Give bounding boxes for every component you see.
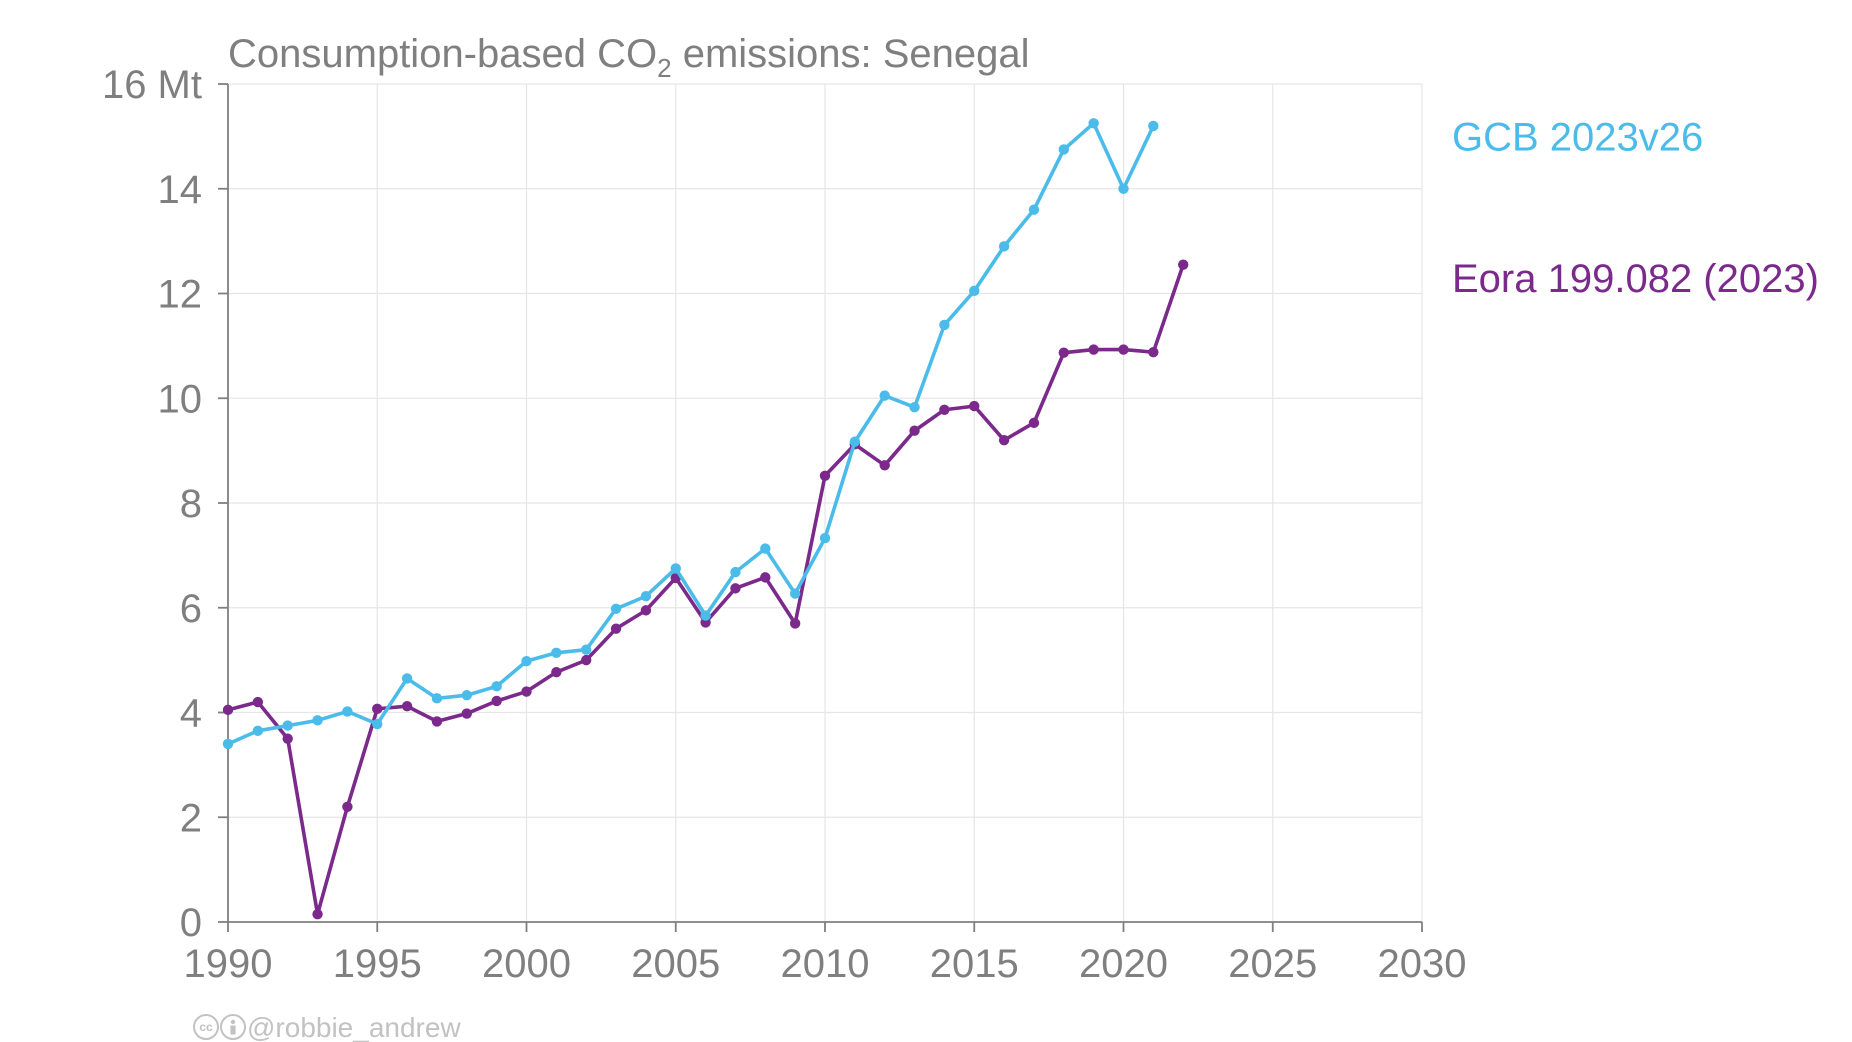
data-point-eora	[372, 703, 383, 715]
x-tick-label: 2025	[1228, 942, 1317, 986]
label-layer: 1990 1995 2000 2005 2010 2015 2020 2025 2030 0 2 4 6…	[102, 63, 1819, 986]
data-point-eora	[521, 686, 532, 697]
data-point-eora	[1058, 347, 1070, 358]
data-point-eora	[252, 696, 264, 708]
data-point-eora	[1148, 346, 1159, 358]
data-point-eora	[939, 404, 950, 415]
data-point-gcb	[312, 715, 323, 726]
x-tick-label: 2010	[781, 942, 870, 986]
legend-label-gcb: GCB 2023v26	[1452, 115, 1703, 159]
data-point-gcb	[640, 591, 652, 602]
chart-title-subscript: 2	[657, 53, 671, 83]
data-point-gcb	[461, 690, 472, 701]
y-tick-label: 16 Mt	[102, 63, 202, 107]
chart-title: Consumption-based CO2 emissions: Senegal	[228, 32, 1030, 83]
y-tick-label: 6	[180, 587, 202, 631]
y-tick-label: 10	[158, 377, 203, 421]
series-line-gcb	[226, 121, 1156, 746]
axis-layer	[218, 83, 1423, 932]
data-point-gcb	[939, 319, 950, 331]
data-point-eora	[222, 704, 234, 716]
legend-label-eora: Eora 199.082 (2023)	[1452, 257, 1819, 301]
data-point-eora	[1088, 344, 1099, 355]
chart-title-prefix: Consumption-based CO	[228, 32, 657, 76]
y-tick-label: 0	[180, 901, 202, 945]
data-point-eora	[1178, 259, 1189, 270]
data-point-eora	[760, 572, 771, 583]
grid-layer	[228, 83, 1423, 922]
x-tick-label: 1990	[184, 942, 273, 986]
data-point-gcb	[282, 720, 293, 731]
credit-text: @robbie_andrew	[247, 1012, 461, 1042]
by-icon	[220, 1014, 246, 1040]
data-point-gcb	[610, 603, 622, 614]
data-point-gcb	[342, 706, 353, 717]
data-point-eora	[581, 654, 592, 666]
data-point-gcb	[969, 285, 980, 297]
data-point-gcb	[491, 681, 502, 692]
data-point-gcb	[1088, 118, 1099, 129]
data-point-gcb	[1118, 183, 1129, 194]
data-point-gcb	[431, 693, 443, 704]
data-point-eora	[312, 908, 323, 920]
x-tick-label: 2020	[1079, 942, 1168, 986]
data-point-gcb	[1148, 120, 1159, 132]
data-point-gcb	[372, 718, 383, 730]
data-point-eora	[969, 400, 980, 412]
data-point-eora	[282, 733, 293, 744]
y-tick-label: 4	[180, 692, 202, 736]
data-point-eora	[401, 701, 413, 712]
cc-icon: cc	[193, 1014, 219, 1040]
data-point-eora	[819, 470, 831, 481]
data-point-gcb	[401, 673, 413, 684]
data-point-eora	[551, 666, 562, 678]
x-tick-label: 2015	[930, 942, 1019, 986]
x-tick-label: 1995	[333, 942, 422, 986]
data-point-gcb	[252, 725, 264, 737]
data-point-eora	[461, 708, 472, 719]
data-point-gcb	[909, 401, 920, 413]
credit-group: cc @robbie_andrew	[193, 1012, 461, 1042]
y-tick-label: 2	[180, 796, 202, 840]
y-tick-label: 12	[158, 273, 203, 317]
data-point-eora	[879, 460, 890, 471]
data-point-eora	[342, 801, 353, 812]
x-tick-label: 2005	[631, 942, 720, 986]
y-tick-label: 14	[158, 168, 203, 212]
data-point-eora	[1118, 344, 1129, 355]
svg-text:cc: cc	[199, 1020, 213, 1034]
data-point-eora	[1028, 417, 1040, 429]
data-point-eora	[789, 618, 801, 629]
data-point-gcb	[670, 563, 681, 574]
data-point-gcb	[849, 436, 861, 447]
data-point-gcb	[789, 588, 801, 599]
data-point-gcb	[1058, 144, 1070, 155]
data-point-eora	[909, 425, 920, 436]
data-point-eora	[491, 695, 502, 707]
data-point-gcb	[879, 390, 890, 401]
data-point-gcb	[521, 655, 532, 667]
data-point-gcb	[222, 738, 234, 750]
data-point-eora	[610, 623, 622, 634]
chart-title-suffix: emissions: Senegal	[672, 32, 1030, 76]
data-point-gcb	[581, 644, 592, 655]
data-point-gcb	[819, 532, 831, 544]
x-tick-label: 2030	[1378, 942, 1467, 986]
x-tick-label: 2000	[482, 942, 571, 986]
data-point-gcb	[760, 543, 771, 554]
y-tick-label: 8	[180, 482, 202, 526]
data-point-eora	[730, 583, 741, 594]
data-point-eora	[431, 716, 443, 727]
data-point-gcb	[551, 647, 562, 658]
data-point-gcb	[998, 241, 1010, 252]
series-layer	[222, 118, 1189, 920]
data-point-gcb	[700, 610, 711, 621]
data-point-gcb	[1028, 204, 1040, 215]
data-point-eora	[640, 605, 652, 616]
data-point-gcb	[730, 566, 741, 578]
data-point-eora	[998, 434, 1010, 446]
